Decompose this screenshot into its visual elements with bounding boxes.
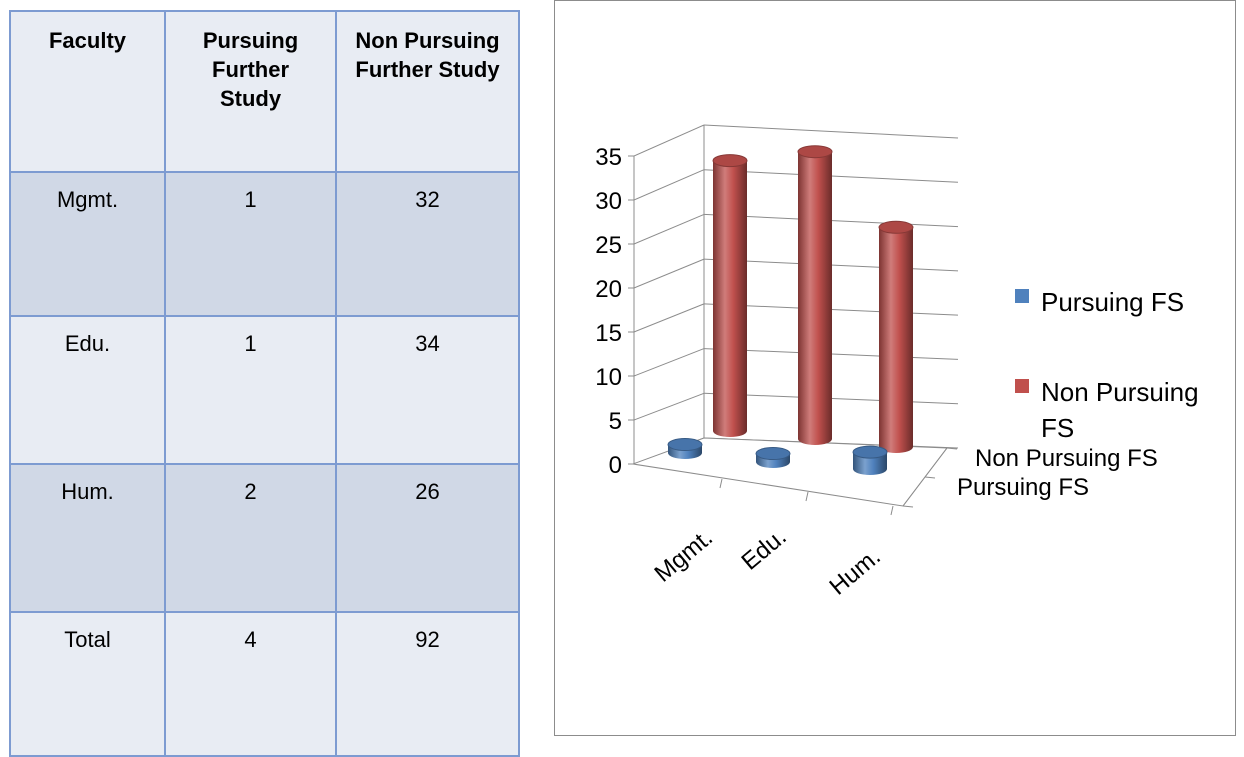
y-tick-label: 10 xyxy=(595,364,622,391)
header-line: Faculty xyxy=(48,28,127,53)
x-category-label: Hum. xyxy=(825,543,886,601)
header-line: Further Study xyxy=(355,57,500,82)
table-row: Hum. 2 26 xyxy=(9,463,520,613)
table-row: Edu. 1 34 xyxy=(9,315,520,465)
cylinder-body xyxy=(853,452,887,475)
y-tick-label: 5 xyxy=(609,408,622,435)
depth-tick-mark xyxy=(946,447,958,450)
header-pursuing: Pursuing Further Study xyxy=(164,10,337,173)
cylinder-bar xyxy=(852,445,888,475)
legend-swatch xyxy=(1015,289,1029,303)
legend-label: FS xyxy=(1041,413,1074,443)
cell-non-pursuing: 26 xyxy=(335,463,520,613)
table-header-row: Faculty Pursuing Further Study Non Pursu… xyxy=(9,10,520,173)
cell-pursuing: 2 xyxy=(164,463,337,613)
cylinder-top xyxy=(755,447,791,461)
cell-pursuing: 4 xyxy=(164,611,337,757)
side-gridline xyxy=(633,392,705,421)
header-line: Pursuing xyxy=(202,28,299,53)
cylinder-top xyxy=(667,438,703,452)
x-tick-mark xyxy=(805,491,809,502)
x-category-label: Edu. xyxy=(737,523,792,575)
cylinder-top xyxy=(852,445,888,459)
header-faculty: Faculty xyxy=(9,10,166,173)
cylinder-body xyxy=(798,151,832,445)
y-tick-label: 15 xyxy=(595,320,622,347)
cylinder-bar xyxy=(878,220,914,453)
cylinder-body xyxy=(879,227,913,453)
y-tick-label: 30 xyxy=(595,188,622,215)
cylinder-top xyxy=(712,154,748,168)
legend-label: Non Pursuing xyxy=(1041,377,1199,407)
side-gridline xyxy=(633,169,705,201)
side-gridline xyxy=(633,303,705,333)
header-line: Study xyxy=(219,86,282,111)
depth-tick-mark xyxy=(924,476,936,479)
header-line: Further xyxy=(212,57,289,82)
chart-frame: 0 5 10 15 20 25 30 35 Mgmt. Edu. Hum. Non Pursuing … xyxy=(554,0,1236,736)
table-row: Total 4 92 xyxy=(9,611,520,757)
depth-tick-mark xyxy=(902,505,914,508)
y-tick-label: 35 xyxy=(595,144,622,171)
cylinder-bar xyxy=(755,447,791,468)
x-tick-mark xyxy=(719,478,723,489)
cell-non-pursuing: 34 xyxy=(335,315,520,465)
side-gridline xyxy=(633,213,705,245)
faculty-table: Faculty Pursuing Further Study Non Pursu… xyxy=(9,10,520,757)
cylinder-bar xyxy=(797,145,833,445)
header-line: Non Pursuing xyxy=(355,28,500,53)
chart-3d-cylinder: 0 5 10 15 20 25 30 35 Mgmt. Edu. Hum. Non Pursuing … xyxy=(595,124,1199,601)
cell-faculty: Edu. xyxy=(9,315,166,465)
cylinder-bar xyxy=(667,438,703,459)
cylinder-bar xyxy=(712,154,748,437)
depth-label: Pursuing FS xyxy=(957,474,1089,501)
side-gridline xyxy=(633,258,705,289)
cell-faculty: Hum. xyxy=(9,463,166,613)
header-non-pursuing: Non Pursuing Further Study xyxy=(335,10,520,173)
side-gridline xyxy=(633,348,705,377)
y-tick-label: 25 xyxy=(595,232,622,259)
depth-label: Non Pursuing FS xyxy=(975,445,1158,472)
cell-faculty: Mgmt. xyxy=(9,171,166,317)
cell-non-pursuing: 32 xyxy=(335,171,520,317)
legend-label: Pursuing FS xyxy=(1041,287,1184,317)
cylinder-top xyxy=(878,220,914,234)
cell-pursuing: 1 xyxy=(164,315,337,465)
cylinder-top xyxy=(797,145,833,159)
back-gridline xyxy=(703,124,959,139)
x-tick-mark xyxy=(890,505,894,516)
table-row: Mgmt. 1 32 xyxy=(9,171,520,317)
cell-non-pursuing: 92 xyxy=(335,611,520,757)
cell-faculty: Total xyxy=(9,611,166,757)
side-gridline xyxy=(633,124,705,157)
chart-legend: Pursuing FS Non Pursuing FS xyxy=(1015,287,1199,443)
x-category-label: Mgmt. xyxy=(650,524,718,588)
y-tick-label: 20 xyxy=(595,276,622,303)
y-tick-label: 0 xyxy=(609,452,622,479)
cylinder-body xyxy=(713,160,747,437)
legend-swatch xyxy=(1015,379,1029,393)
cell-pursuing: 1 xyxy=(164,171,337,317)
